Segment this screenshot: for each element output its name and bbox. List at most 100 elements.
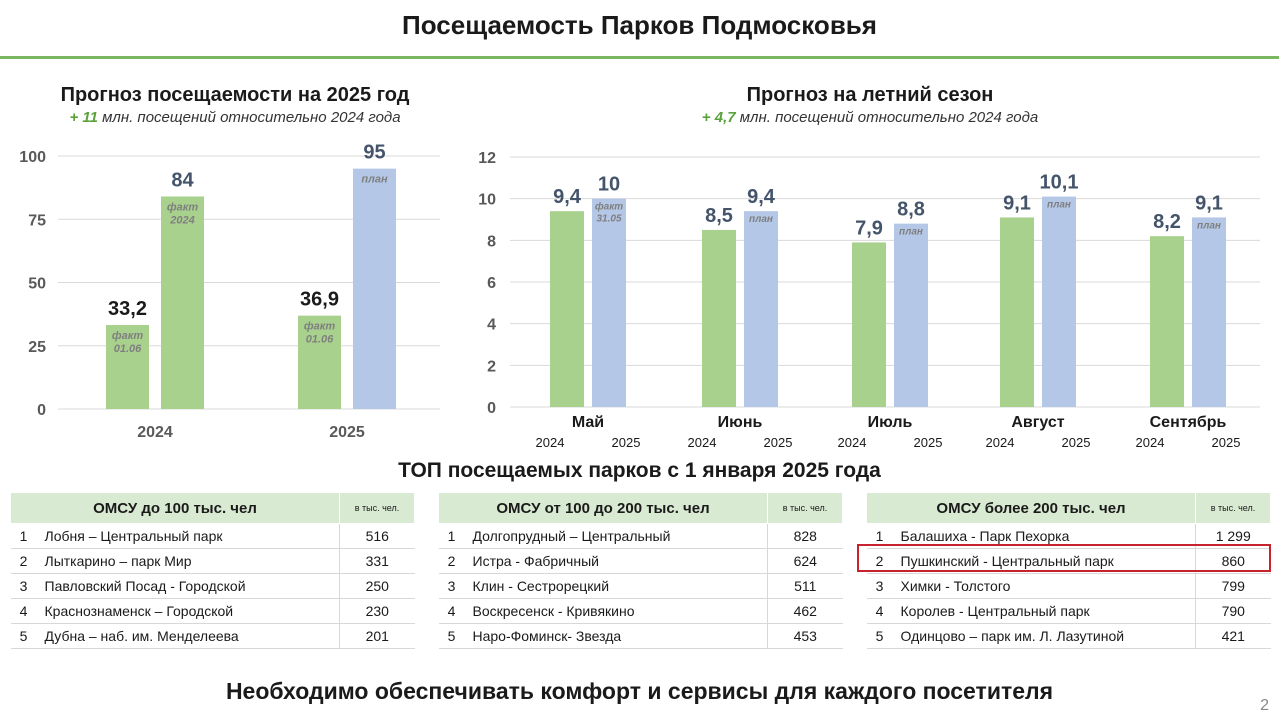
- chart1-subtitle-delta: + 11: [69, 109, 98, 126]
- park-name: Королев - Центральный парк: [892, 598, 1196, 624]
- highlight-pushkinsky-row: [857, 544, 1271, 572]
- visits-value: 799: [1195, 573, 1271, 599]
- chart2-subtitle-delta: + 4,7: [701, 109, 736, 126]
- bar-note: 31.05: [596, 214, 621, 225]
- table-row: 4 Воскресенск - Кривякино 462: [438, 598, 843, 624]
- bar-value-label: 8,2: [1153, 211, 1181, 233]
- x-year-label: 2025: [764, 435, 793, 450]
- bar-note: план: [1197, 220, 1221, 231]
- y-tick-label: 0: [37, 402, 46, 419]
- x-year-label: 2025: [1212, 435, 1241, 450]
- x-category-label: Май: [572, 414, 604, 431]
- bar-value-label: 9,1: [1195, 192, 1223, 214]
- table-small-omsu: ОМСУ до 100 тыс. чел в тыс. чел. 1 Лобня …: [10, 492, 415, 649]
- park-name: Долгопрудный – Центральный: [464, 523, 768, 549]
- table-row: 5 Одинцово – парк им. Л. Лазутиной 421: [866, 623, 1271, 649]
- bar-note: 01.06: [306, 334, 334, 346]
- x-year-label: 2024: [1136, 435, 1165, 450]
- bar-value-label: 8,5: [705, 205, 733, 227]
- y-tick-label: 4: [487, 317, 496, 334]
- bar: [1042, 196, 1076, 407]
- x-tick-label: 2024: [137, 424, 173, 441]
- x-year-label: 2025: [914, 435, 943, 450]
- bar: [592, 198, 626, 407]
- bar-value-label: 10,1: [1040, 172, 1079, 194]
- unit-label: в тыс. чел.: [1195, 492, 1271, 524]
- table-header: ОМСУ до 100 тыс. чел: [10, 492, 340, 524]
- bar: [744, 211, 778, 407]
- visits-value: 230: [339, 598, 415, 624]
- x-category-label: Август: [1011, 414, 1064, 431]
- park-name: Краснознаменск – Городской: [36, 598, 340, 624]
- park-name: Наро-Фоминск- Звезда: [464, 623, 768, 649]
- bar: [894, 223, 928, 407]
- x-year-label: 2024: [986, 435, 1015, 450]
- bar: [1192, 217, 1226, 407]
- table-row: 2 Лыткарино – парк Мир 331: [10, 548, 415, 574]
- table-row: 2 Пушкинский - Центральный парк 860: [866, 548, 1271, 574]
- bar-value-label: 95: [363, 142, 385, 164]
- y-tick-label: 75: [28, 212, 46, 229]
- table-large-omsu: ОМСУ более 200 тыс. чел в тыс. чел. 1 Бал…: [866, 492, 1271, 649]
- table-row: 4 Краснознаменск – Городской 230: [10, 598, 415, 624]
- rank-number: 5: [10, 623, 37, 649]
- bar: [161, 196, 204, 409]
- park-name: Дубна – наб. им. Менделеева: [36, 623, 340, 649]
- bar: [852, 242, 886, 407]
- rank-number: 2: [866, 548, 893, 574]
- visits-value: 790: [1195, 598, 1271, 624]
- table-row: 2 Истра - Фабричный 624: [438, 548, 843, 574]
- page-number: 2: [1260, 697, 1269, 714]
- table-row: 5 Наро-Фоминск- Звезда 453: [438, 623, 843, 649]
- forecast-2025-chart: 1007550250202433,2факт01.0684факт2024202…: [19, 142, 440, 441]
- chart1-subtitle-text: млн. посещений относительно 2024 года: [97, 109, 401, 126]
- chart2-subtitle-text: млн. посещений относительно 2024 года: [735, 109, 1039, 126]
- visits-value: 331: [339, 548, 415, 574]
- table-row: 3 Павловский Посад - Городской 250: [10, 573, 415, 599]
- bar: [702, 229, 736, 407]
- bar: [353, 168, 396, 409]
- y-tick-label: 12: [478, 150, 496, 167]
- rank-number: 4: [438, 598, 465, 624]
- footer-message: Необходимо обеспечивать комфорт и сервис…: [225, 678, 1054, 704]
- bar-note: план: [899, 227, 923, 238]
- bar-value-label: 84: [171, 169, 194, 191]
- visits-value: 828: [767, 523, 843, 549]
- visits-value: 511: [767, 573, 843, 599]
- visits-value: 624: [767, 548, 843, 574]
- bar-note: факт: [167, 201, 198, 213]
- x-year-label: 2024: [536, 435, 565, 450]
- y-tick-label: 8: [487, 233, 496, 250]
- table-row: 4 Королев - Центральный парк 790: [866, 598, 1271, 624]
- park-name: Павловский Посад - Городской: [36, 573, 340, 599]
- bar-note: план: [361, 174, 388, 186]
- chart1-subtitle: + 11 млн. посещений относительно 2024 го…: [10, 109, 460, 126]
- table-row: 5 Дубна – наб. им. Менделеева 201: [10, 623, 415, 649]
- x-year-label: 2024: [688, 435, 717, 450]
- bar-value-label: 9,1: [1003, 192, 1031, 214]
- table-row: 3 Клин - Сестрорецкий 511: [438, 573, 843, 599]
- table-header: ОМСУ более 200 тыс. чел: [866, 492, 1196, 524]
- park-name: Лыткарино – парк Мир: [36, 548, 340, 574]
- rank-number: 4: [10, 598, 37, 624]
- rank-number: 3: [438, 573, 465, 599]
- top-parks-title: ТОП посещаемых парков с 1 января 2025 го…: [398, 459, 881, 482]
- visits-value: 250: [339, 573, 415, 599]
- bar-note: факт: [112, 330, 143, 342]
- rank-number: 5: [438, 623, 465, 649]
- bar-value-label: 7,9: [855, 217, 883, 239]
- x-year-label: 2025: [1062, 435, 1091, 450]
- title-divider: [0, 56, 1279, 59]
- y-tick-label: 6: [487, 275, 496, 292]
- bar-note: план: [1047, 200, 1071, 211]
- bar: [1000, 217, 1034, 407]
- visits-value: 453: [767, 623, 843, 649]
- bar-note: факт: [304, 321, 335, 333]
- table-row: 3 Химки - Толстого 799: [866, 573, 1271, 599]
- park-name: Одинцово – парк им. Л. Лазутиной: [892, 623, 1196, 649]
- visits-value: 462: [767, 598, 843, 624]
- bar-note: план: [749, 214, 773, 225]
- summer-season-chart: 121086420Май9,4202410факт31.052025Июнь8,…: [478, 150, 1260, 450]
- park-name: Лобня – Центральный парк: [36, 523, 340, 549]
- table-row: 1 Долгопрудный – Центральный 828: [438, 523, 843, 549]
